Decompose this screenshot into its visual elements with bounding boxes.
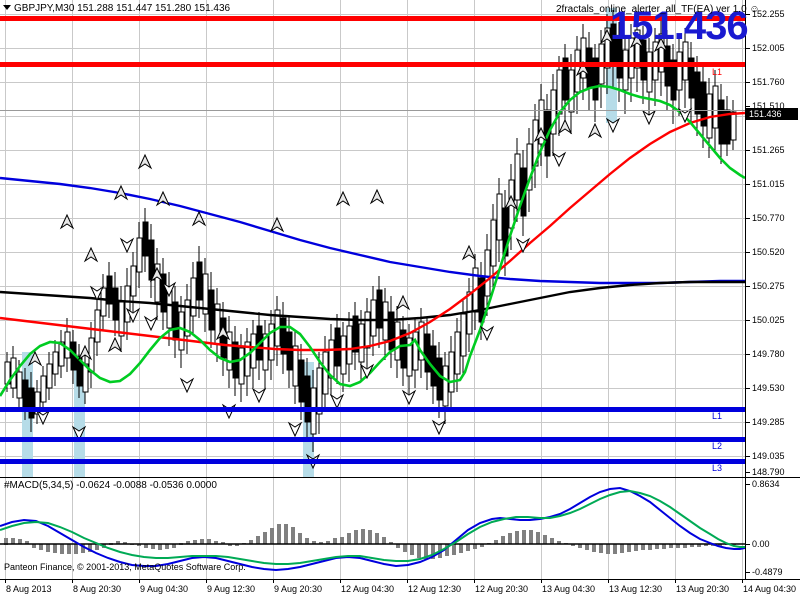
ma-blue-line [0, 176, 745, 285]
time-axis-label: 12 Aug 04:30 [341, 584, 395, 594]
large-price-overlay: 151.436 [610, 4, 749, 48]
price-tick-label: 150.520 [752, 247, 785, 257]
time-tick [340, 580, 341, 583]
copyright-label: Panteon Finance, © 2001-2013, MetaQuotes… [4, 562, 246, 572]
level-line-r1[interactable] [0, 62, 745, 67]
price-y-axis[interactable]: 152.255 152.005 151.760 151.510 151.265 … [745, 0, 800, 477]
time-axis-label: 8 Aug 2013 [6, 584, 52, 594]
level-line-l3[interactable] [0, 459, 745, 464]
time-tick [474, 580, 475, 583]
time-axis-label: 9 Aug 04:30 [140, 584, 189, 594]
time-tick [72, 580, 73, 583]
time-tick [608, 580, 609, 583]
time-tick [407, 580, 408, 583]
price-tick-label: 151.510 [752, 101, 785, 111]
time-x-axis[interactable]: 8 Aug 2013 8 Aug 20:30 9 Aug 04:30 9 Aug… [0, 579, 800, 601]
price-tick-label: 149.035 [752, 451, 785, 461]
price-chart-svg [0, 0, 745, 477]
time-axis-label: 8 Aug 20:30 [73, 584, 122, 594]
macd-green-line [0, 489, 745, 565]
time-axis-label: 13 Aug 20:30 [676, 584, 730, 594]
time-axis-label: 12 Aug 12:30 [408, 584, 462, 594]
ma-red-line [0, 111, 745, 352]
time-tick [742, 580, 743, 583]
price-tick-label: 150.275 [752, 281, 785, 291]
macd-chart-svg [0, 478, 745, 579]
macd-plot-area[interactable] [0, 478, 745, 579]
time-axis-label: 13 Aug 04:30 [542, 584, 596, 594]
level-line-l2[interactable] [0, 437, 745, 442]
time-axis-label: 12 Aug 20:30 [475, 584, 529, 594]
ma-green-line [0, 84, 745, 397]
current-price-line [0, 110, 745, 111]
price-tick-label: 151.015 [752, 179, 785, 189]
level-label-l3: L3 [712, 463, 723, 473]
price-chart-pane[interactable]: L1 L1 L2 L3 152.255 152.005 151.760 151.… [0, 0, 800, 477]
price-tick-label: 148.790 [752, 467, 785, 477]
time-tick [5, 580, 6, 583]
time-tick [273, 580, 274, 583]
time-axis-label: 9 Aug 12:30 [207, 584, 256, 594]
time-tick [139, 580, 140, 583]
chart-menu-caret-icon[interactable] [3, 5, 11, 10]
macd-indicator-header: #MACD(5,34,5) -0.0624 -0.0088 -0.0536 0.… [4, 480, 217, 491]
price-tick-label: 149.780 [752, 349, 785, 359]
price-tick-label: 152.255 [752, 9, 785, 19]
symbol-ohlc-header: GBPJPY,M30 151.288 151.447 151.280 151.4… [14, 3, 231, 14]
time-axis-label: 14 Aug 04:30 [743, 584, 797, 594]
current-price-tag[interactable]: 151.436 [746, 108, 798, 120]
macd-tick-label: 0.8634 [752, 479, 780, 489]
level-label-l1: L1 [712, 411, 723, 421]
ma-black-line [0, 280, 745, 322]
macd-indicator-pane[interactable]: 0.8634 0.00 -0.4879 #MACD(5,34,5) -0.062… [0, 477, 800, 579]
time-tick [541, 580, 542, 583]
fractal-arrow-markers [27, 28, 693, 470]
price-tick-label: 151.760 [752, 77, 785, 87]
macd-tick-label: 0.00 [752, 539, 770, 549]
candlestick-series [4, 10, 737, 452]
price-tick-label: 152.005 [752, 43, 785, 53]
expert-advisor-label: 2fractals_online_alerter_all_TF(EA) ver … [556, 4, 760, 15]
price-tick-label: 149.285 [752, 417, 785, 427]
price-tick-label: 151.265 [752, 145, 785, 155]
time-axis-label: 13 Aug 12:30 [609, 584, 663, 594]
price-tick-label: 150.025 [752, 315, 785, 325]
level-line-l1[interactable] [0, 407, 745, 412]
level-label-r1: L1 [712, 67, 723, 77]
macd-histogram [4, 524, 736, 559]
time-tick [675, 580, 676, 583]
price-plot-area[interactable]: L1 L1 L2 L3 [0, 0, 745, 477]
level-line-r-top[interactable] [0, 16, 745, 21]
macd-y-axis[interactable]: 0.8634 0.00 -0.4879 [745, 478, 800, 579]
price-tick-label: 149.530 [752, 383, 785, 393]
price-tick-label: 150.770 [752, 213, 785, 223]
time-axis-label: 9 Aug 20:30 [274, 584, 323, 594]
macd-blue-line [0, 486, 745, 572]
time-tick [206, 580, 207, 583]
level-label-l2: L2 [712, 441, 723, 451]
macd-tick-label: -0.4879 [752, 567, 783, 577]
